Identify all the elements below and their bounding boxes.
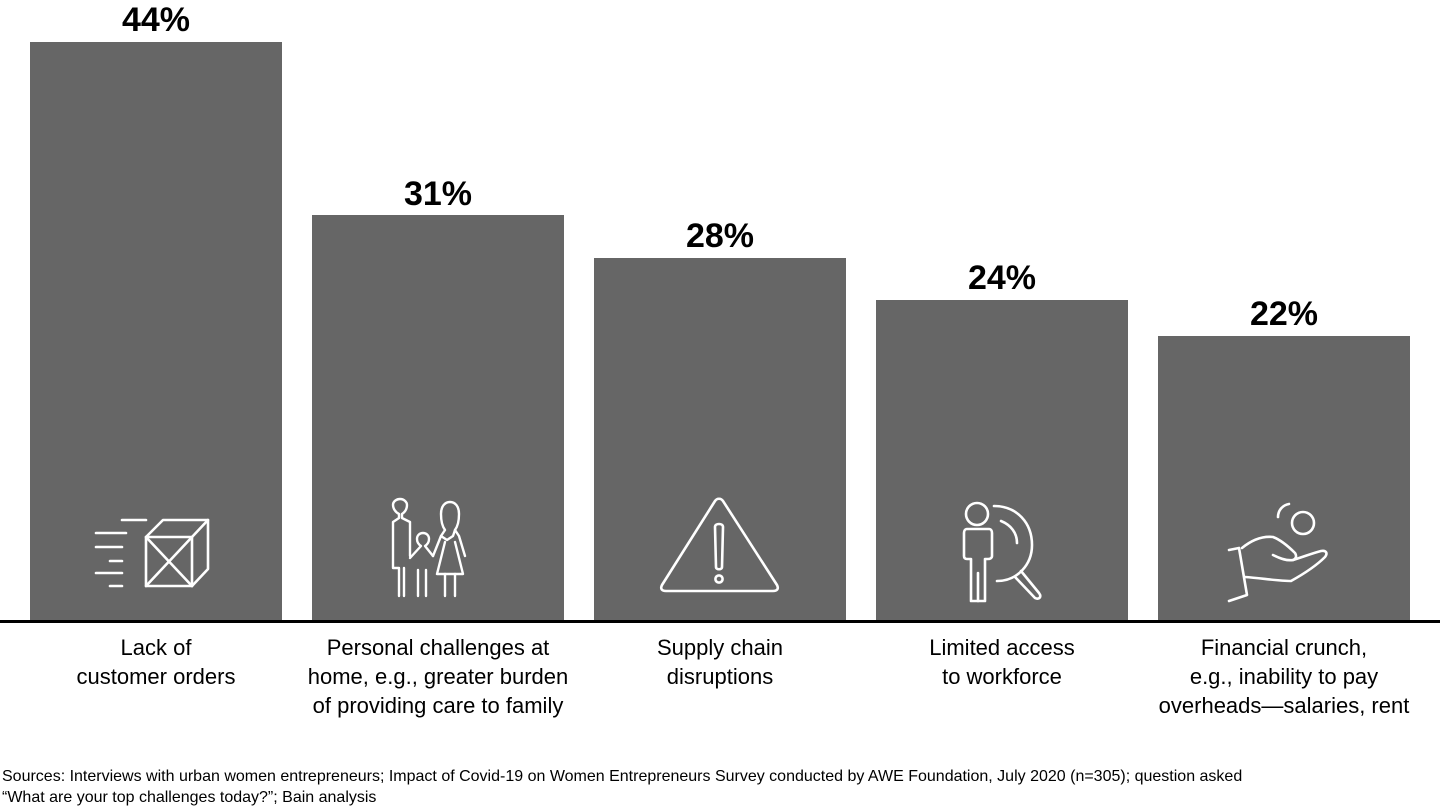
category-label-line: Lack of <box>120 635 192 660</box>
bar-supply-chain-disruptions <box>594 258 846 621</box>
family-icon <box>312 497 564 599</box>
bar-chart: 44% 31% <box>0 1 1440 720</box>
category-label: Personal challenges at home, e.g., great… <box>288 633 588 720</box>
category-label-line: to workforce <box>942 664 1062 689</box>
bar-value-label: 44% <box>121 1 191 39</box>
source-line: Sources: Interviews with urban women ent… <box>2 768 1243 785</box>
category-label-line: Supply chain <box>657 635 783 660</box>
person-search-icon <box>876 501 1128 603</box>
category-label-line: customer orders <box>76 664 236 689</box>
warning-triangle-icon <box>594 495 846 595</box>
bar-limited-access-workforce <box>876 300 1128 621</box>
category-label-line: disruptions <box>666 664 774 689</box>
hand-coin-icon <box>1158 501 1410 603</box>
source-note: Sources: Interviews with urban women ent… <box>2 766 1432 808</box>
bar-value-label: 31% <box>403 175 473 213</box>
category-label: Supply chain disruptions <box>570 633 870 691</box>
bar-value-label: 28% <box>685 217 755 255</box>
category-label-line: home, e.g., greater burden <box>307 664 569 689</box>
category-label: Lack of customer orders <box>6 633 306 691</box>
category-label-line: overheads—salaries, rent <box>1158 693 1410 718</box>
category-label: Financial crunch, e.g., inability to pay… <box>1134 633 1434 720</box>
category-label-line: Personal challenges at <box>326 635 550 660</box>
source-line: “What are your top challenges today?”; B… <box>2 789 377 806</box>
x-axis-baseline <box>0 620 1440 623</box>
moving-box-icon <box>30 503 282 603</box>
bar-value-label: 22% <box>1249 295 1319 333</box>
bar-financial-crunch <box>1158 336 1410 621</box>
category-label-line: Limited access <box>929 635 1075 660</box>
category-label-line: of providing care to family <box>312 693 564 718</box>
bar-lack-of-customer-orders <box>30 42 282 621</box>
bar-personal-challenges <box>312 215 564 621</box>
category-label-line: Financial crunch, <box>1200 635 1368 660</box>
category-label-line: e.g., inability to pay <box>1189 664 1379 689</box>
bar-value-label: 24% <box>967 259 1037 297</box>
category-label: Limited access to workforce <box>852 633 1152 691</box>
